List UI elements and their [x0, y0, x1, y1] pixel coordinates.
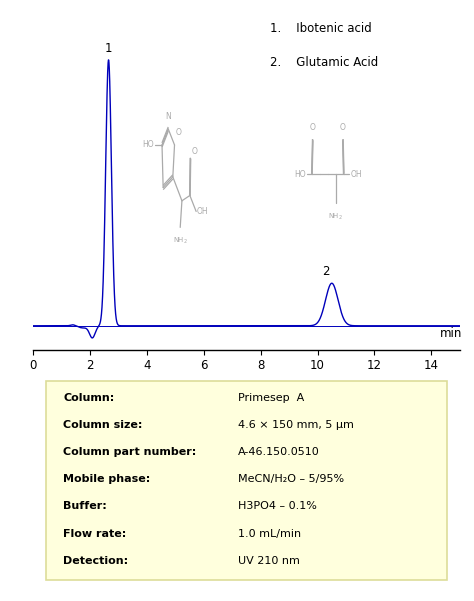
Text: HO: HO: [142, 141, 154, 150]
Text: O: O: [176, 128, 182, 137]
Text: 1: 1: [105, 41, 112, 55]
Text: A-46.150.0510: A-46.150.0510: [238, 447, 319, 457]
Text: OH: OH: [197, 207, 209, 216]
Text: 1.    Ibotenic acid: 1. Ibotenic acid: [270, 22, 372, 35]
Text: Flow rate:: Flow rate:: [63, 529, 126, 538]
Text: Primesep  A: Primesep A: [238, 393, 304, 403]
Text: MeCN/H₂O – 5/95%: MeCN/H₂O – 5/95%: [238, 474, 344, 484]
Text: NH$_2$: NH$_2$: [328, 212, 343, 222]
Text: N: N: [165, 112, 171, 121]
Text: Column size:: Column size:: [63, 420, 142, 430]
Text: HO: HO: [294, 169, 306, 178]
Text: H3PO4 – 0.1%: H3PO4 – 0.1%: [238, 501, 317, 511]
FancyBboxPatch shape: [46, 380, 447, 581]
Text: O: O: [310, 123, 316, 132]
Text: 2.    Glutamic Acid: 2. Glutamic Acid: [270, 56, 378, 69]
Text: UV 210 nm: UV 210 nm: [238, 556, 300, 566]
Text: 4.6 × 150 mm, 5 μm: 4.6 × 150 mm, 5 μm: [238, 420, 354, 430]
Text: 2: 2: [322, 265, 330, 278]
Text: Detection:: Detection:: [63, 556, 128, 566]
Text: Column part number:: Column part number:: [63, 447, 196, 457]
Text: Column:: Column:: [63, 393, 114, 403]
Text: 1.0 mL/min: 1.0 mL/min: [238, 529, 301, 538]
Text: Mobile phase:: Mobile phase:: [63, 474, 150, 484]
Text: O: O: [340, 123, 346, 132]
Text: NH$_2$: NH$_2$: [173, 236, 188, 246]
Text: Buffer:: Buffer:: [63, 501, 107, 511]
Text: OH: OH: [350, 169, 362, 178]
Text: O: O: [191, 147, 198, 156]
Text: min: min: [440, 326, 462, 340]
